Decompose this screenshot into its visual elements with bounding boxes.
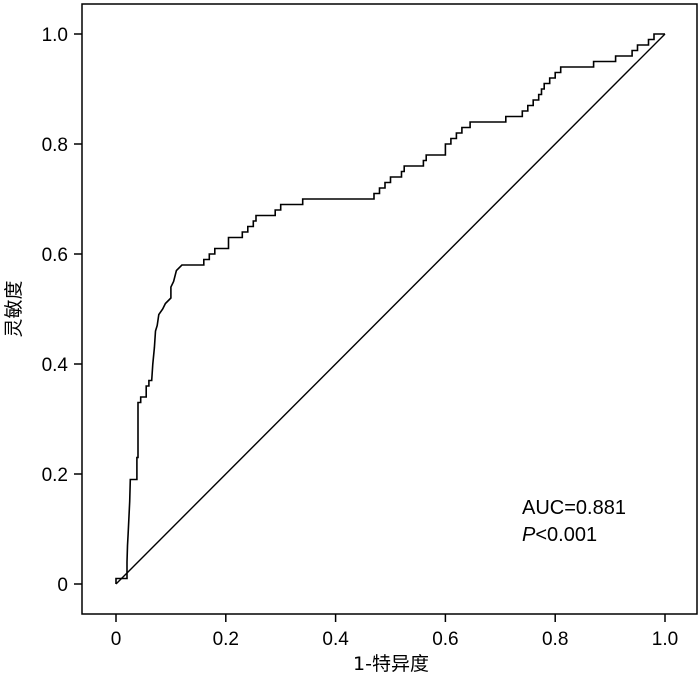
p-symbol: P (522, 524, 536, 546)
y-tick-label: 1.0 (42, 25, 68, 46)
x-tick-label: 0.6 (432, 629, 458, 650)
y-axis-title: 灵敏度 (3, 280, 25, 337)
plot-frame (81, 3, 698, 615)
reference-diagonal (115, 33, 666, 585)
x-tick-label: 0 (111, 629, 122, 650)
auc-annotation: AUC=0.881 (522, 497, 626, 519)
y-tick-label: 0.6 (42, 245, 68, 266)
y-tick-label: 0.4 (42, 355, 69, 376)
x-tick-label: 0.2 (213, 629, 239, 650)
y-tick-label: 0 (57, 575, 68, 596)
y-tick-label: 0.2 (42, 465, 68, 486)
y-tick-label: 0.8 (42, 135, 68, 156)
x-tick-label: 1.0 (652, 629, 678, 650)
roc-curve (115, 33, 665, 584)
x-axis-title: 1-特异度 (353, 653, 429, 675)
x-tick-label: 0.4 (322, 629, 349, 650)
labels-layer: 1-特异度 灵敏度 AUC=0.881 P<0.001 (3, 280, 626, 675)
x-tick-label: 0.8 (542, 629, 568, 650)
p-value-text: <0.001 (535, 524, 597, 546)
p-value-annotation: P<0.001 (522, 524, 597, 546)
series-layer (115, 33, 666, 585)
axes-layer: 0 0.2 0.4 0.6 0.8 1.0 0 0.2 0.4 0.6 0.8 1.0 (42, 3, 698, 650)
